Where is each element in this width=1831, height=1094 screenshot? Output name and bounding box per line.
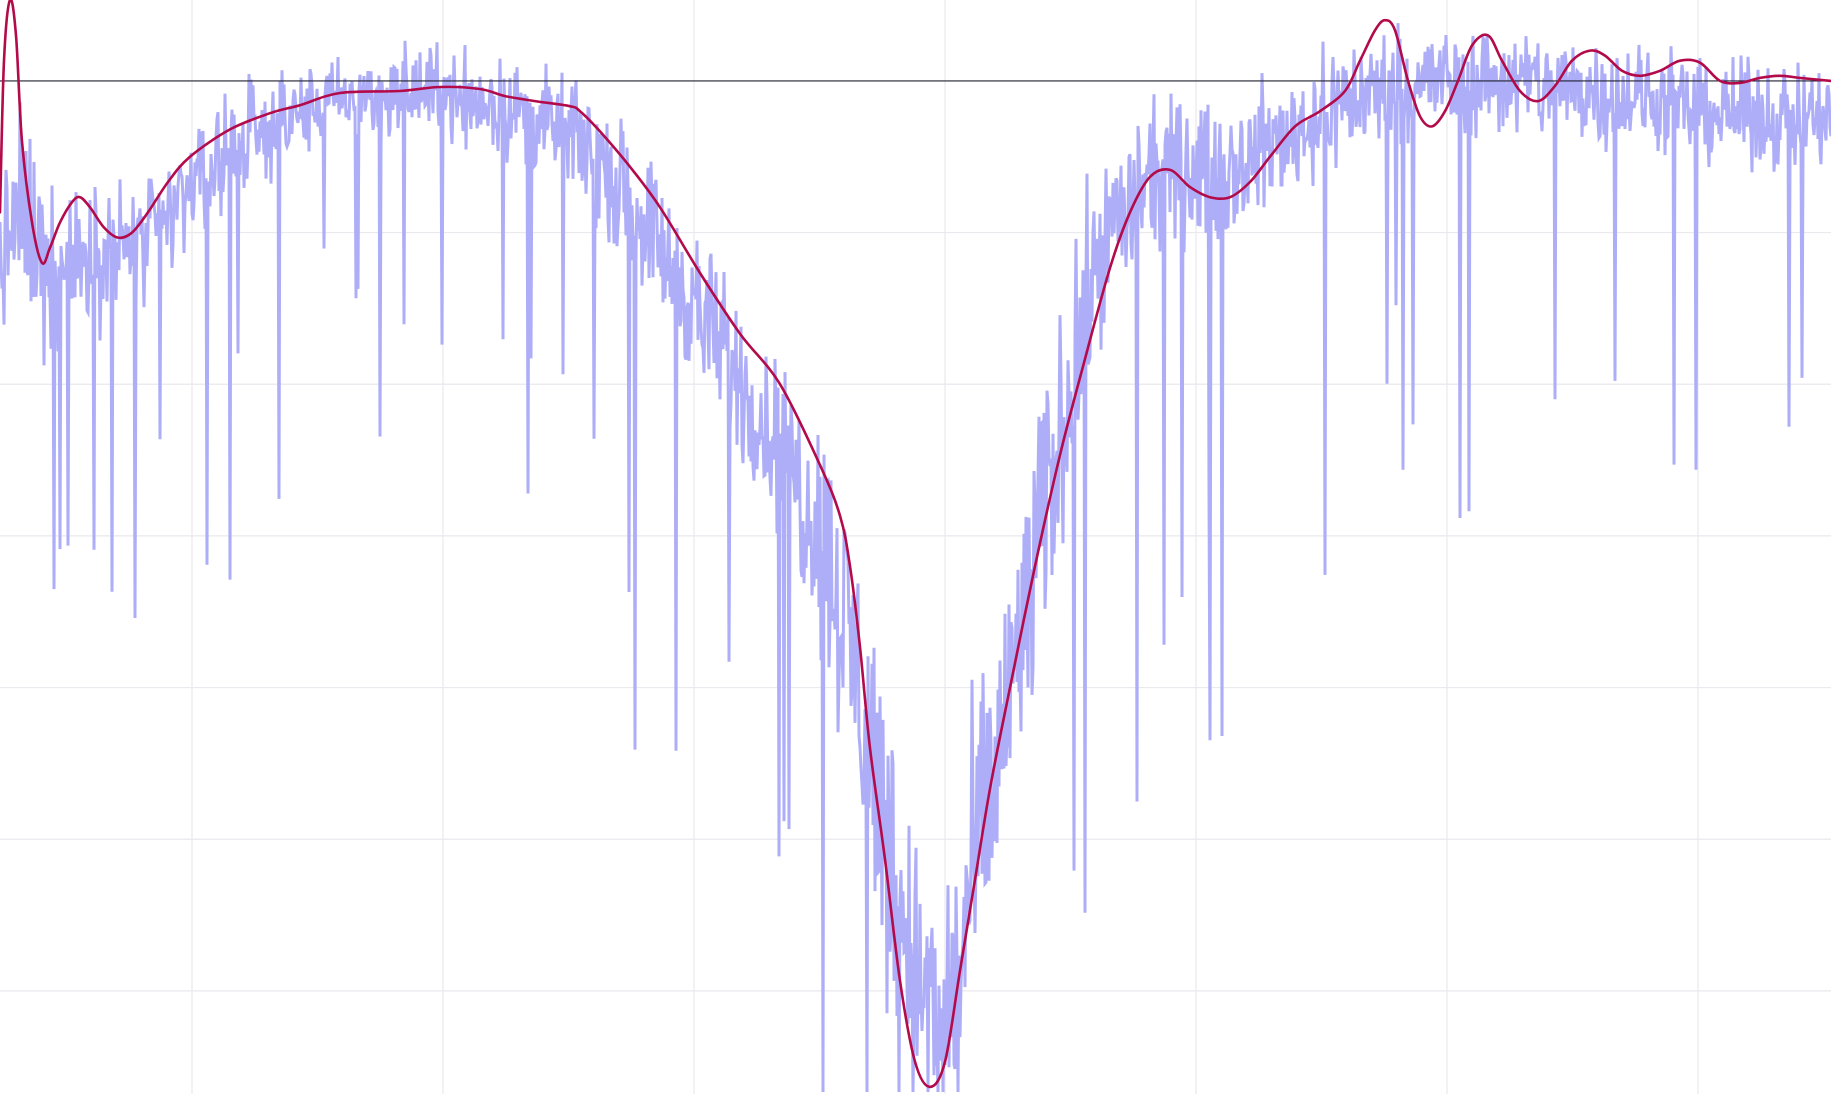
noisy-signal-line: [0, 23, 1831, 1093]
noisy-signal-series: [0, 23, 1831, 1093]
